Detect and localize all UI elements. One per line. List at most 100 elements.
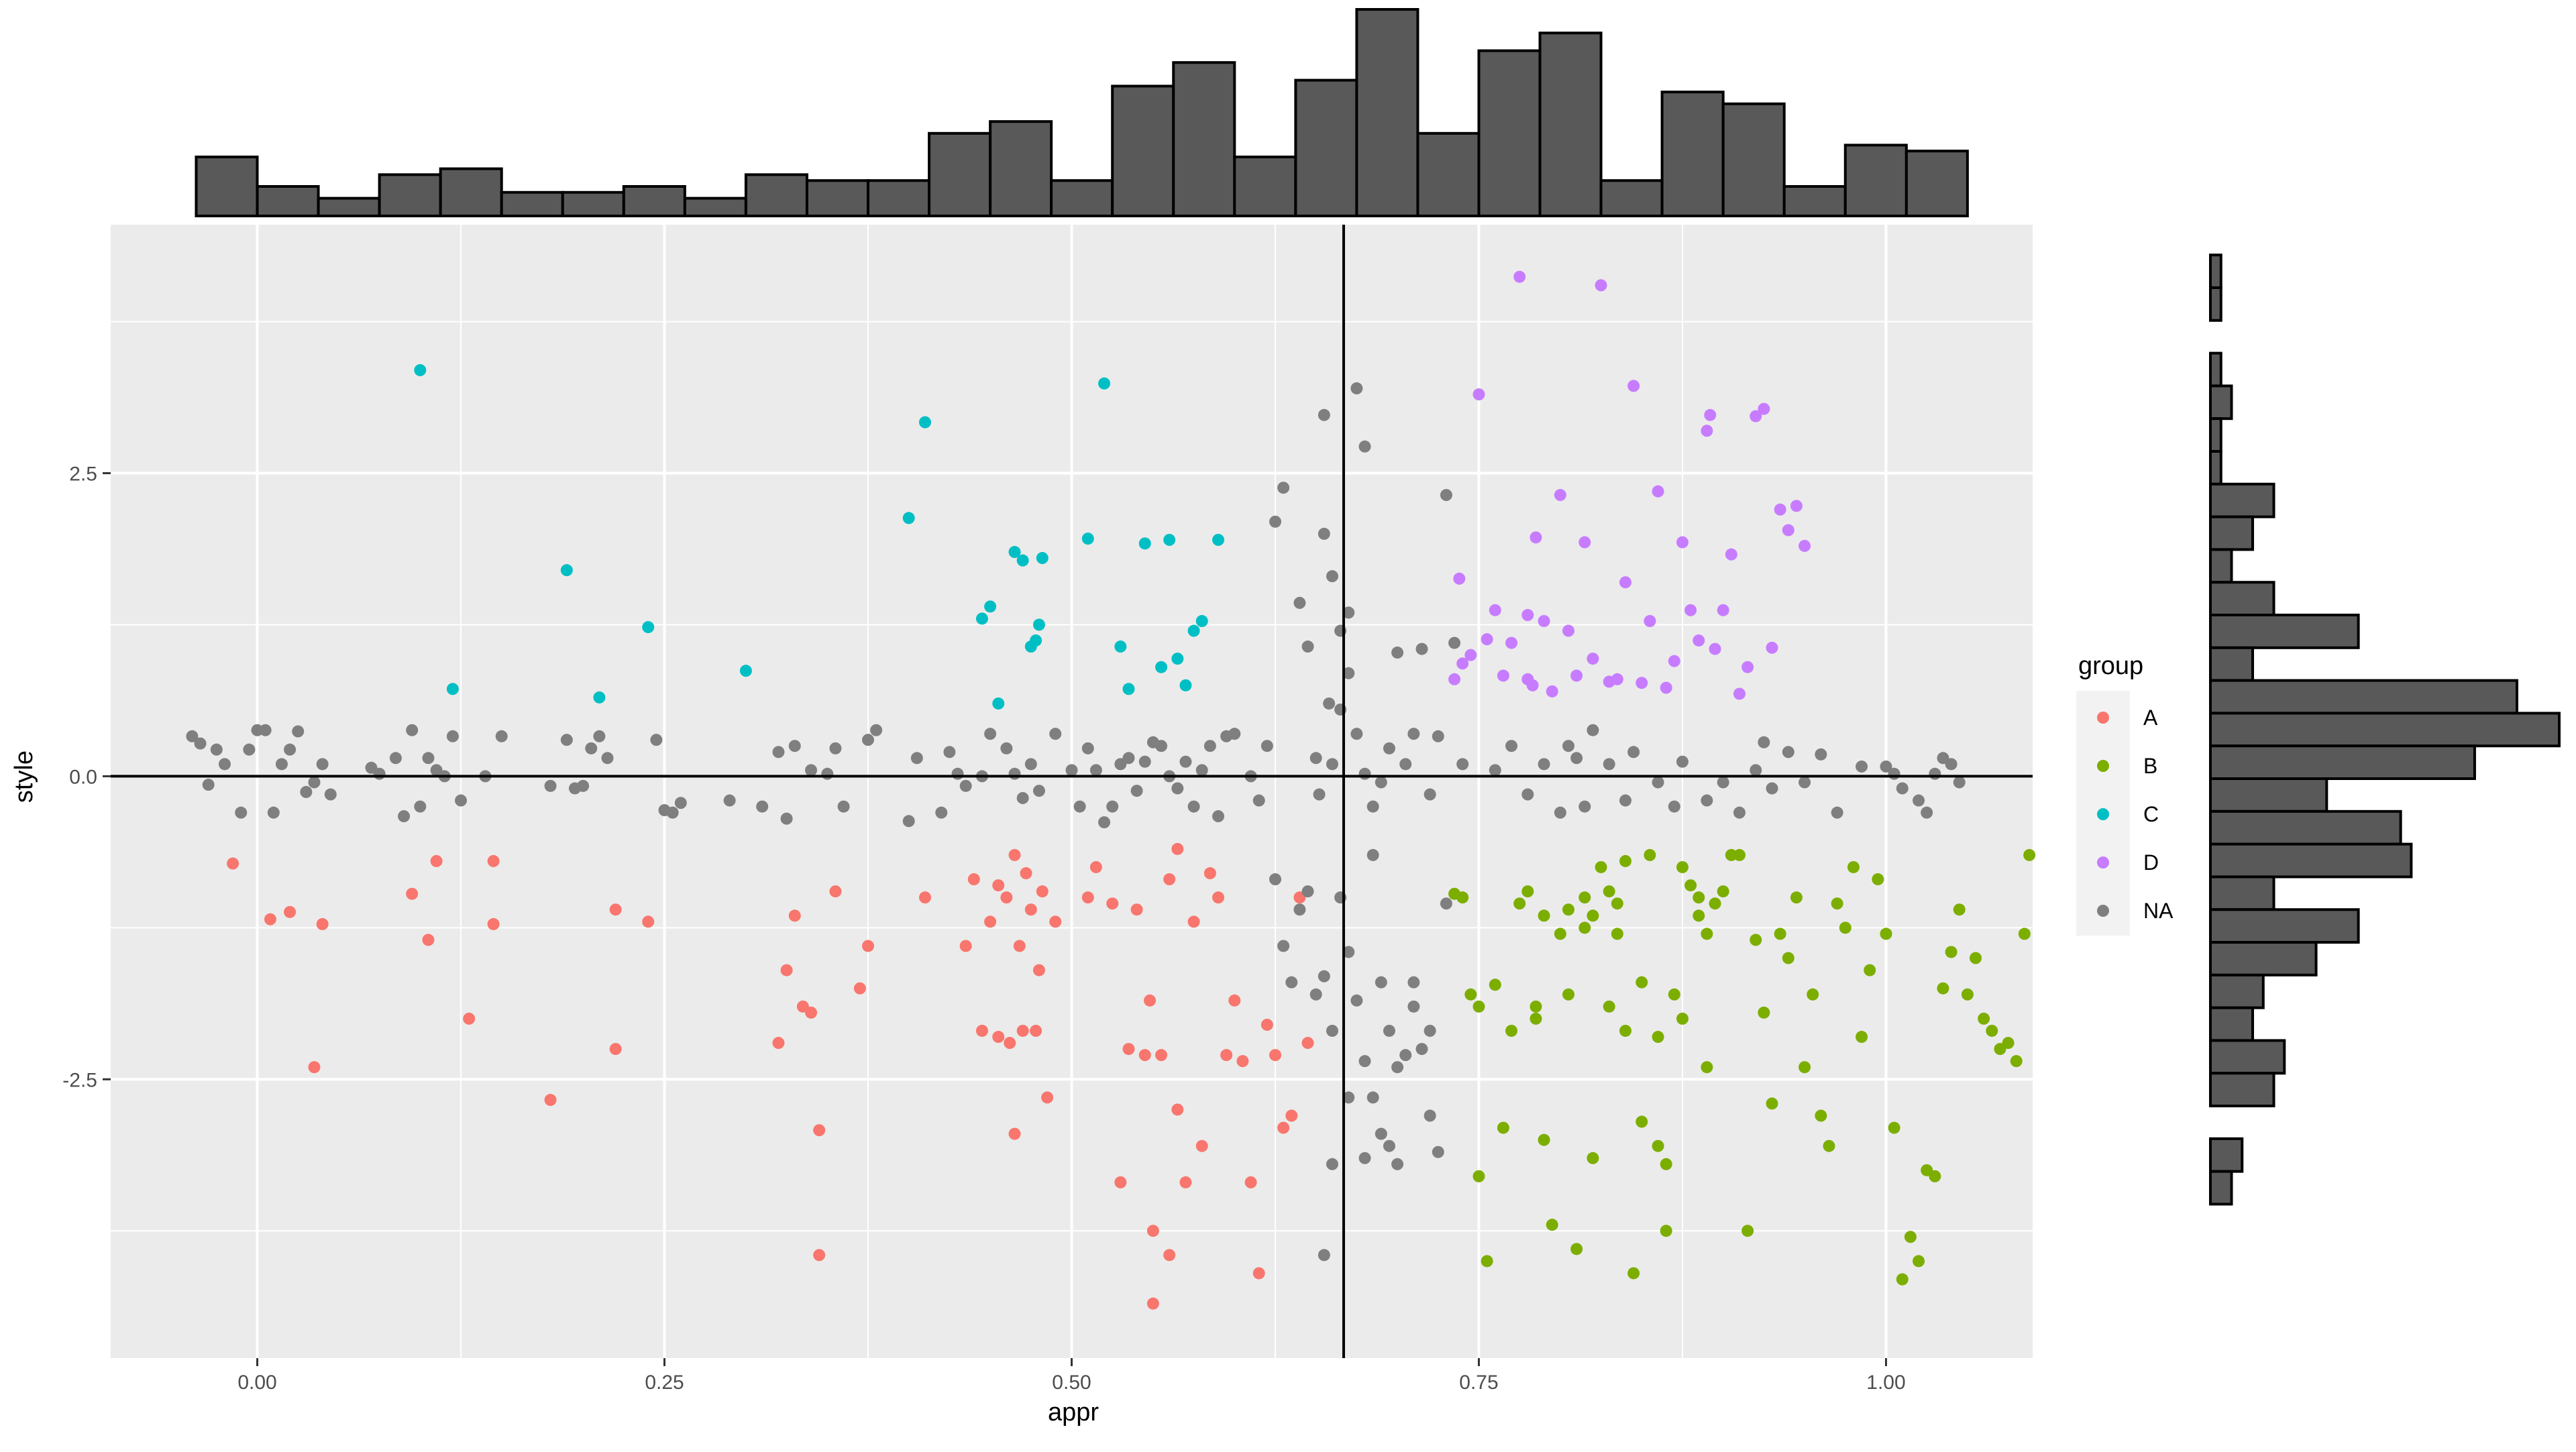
data-point-c <box>1036 552 1049 565</box>
data-point-c <box>446 683 459 695</box>
data-point-na <box>1024 758 1037 771</box>
data-point-d <box>1578 536 1591 549</box>
data-point-d <box>1701 425 1713 437</box>
data-point-na <box>1733 806 1746 819</box>
y-histogram-bar <box>2209 1039 2286 1075</box>
data-point-na <box>910 752 923 765</box>
data-point-a <box>1269 1049 1281 1062</box>
data-point-na <box>1342 1091 1355 1104</box>
data-point-na <box>1652 776 1664 789</box>
data-point-d <box>1741 661 1754 673</box>
data-point-na <box>829 742 842 755</box>
y-histogram-bar <box>2209 351 2222 388</box>
data-point-b <box>1888 1121 1900 1134</box>
data-point-b <box>1538 1133 1550 1146</box>
data-point-na <box>1350 382 1363 395</box>
data-point-b <box>1766 1097 1778 1110</box>
data-point-b <box>1619 854 1632 867</box>
data-point-b <box>1701 928 1713 940</box>
data-point-b <box>1562 988 1575 1001</box>
data-point-c <box>1030 634 1042 647</box>
data-point-a <box>609 903 622 916</box>
y-tick-label: 2.5 <box>69 463 97 486</box>
data-point-na <box>1456 758 1469 771</box>
data-point-na <box>1269 873 1281 886</box>
x-histogram-bar <box>195 156 259 217</box>
data-point-b <box>1513 897 1526 910</box>
data-point-b <box>1554 928 1566 940</box>
data-point-b <box>1627 1267 1640 1280</box>
x-histogram-bar <box>561 190 625 217</box>
data-point-b <box>1953 903 1966 916</box>
data-point-a <box>862 940 875 952</box>
data-point-b <box>1709 897 1721 910</box>
data-point-b <box>1693 909 1705 922</box>
data-point-b <box>1587 1152 1599 1164</box>
data-point-na <box>1269 515 1281 528</box>
data-point-a <box>1171 1103 1184 1116</box>
data-point-b <box>1660 1158 1672 1170</box>
data-point-na <box>1366 800 1379 813</box>
data-point-na <box>1953 776 1966 789</box>
data-point-a <box>1130 903 1143 916</box>
data-point-na <box>1913 794 1925 807</box>
data-point-na <box>1489 764 1501 777</box>
data-point-na <box>1399 1049 1412 1062</box>
data-point-a <box>1203 867 1216 880</box>
data-point-a <box>1195 1139 1208 1152</box>
data-point-b <box>1505 1024 1518 1037</box>
data-point-na <box>870 724 883 736</box>
data-point-d <box>1497 669 1509 682</box>
data-point-b <box>1693 891 1705 904</box>
data-point-b <box>2018 928 2031 940</box>
data-point-b <box>1717 885 1729 898</box>
data-point-d <box>1448 673 1461 685</box>
data-point-a <box>1013 940 1026 952</box>
data-point-c <box>1212 533 1225 546</box>
data-point-na <box>1676 755 1688 768</box>
data-point-na <box>324 788 337 801</box>
data-point-na <box>1342 667 1355 679</box>
data-point-na <box>585 742 598 755</box>
data-point-na <box>1155 740 1168 752</box>
data-point-a <box>463 1012 476 1025</box>
data-point-b <box>1856 1031 1868 1044</box>
data-point-b <box>1676 1012 1688 1025</box>
data-point-d <box>1627 380 1640 392</box>
data-point-c <box>414 364 427 376</box>
data-point-na <box>1301 640 1314 653</box>
data-point-na <box>1831 806 1843 819</box>
data-point-c <box>1171 653 1184 665</box>
data-point-na <box>1799 776 1811 789</box>
data-point-b <box>1472 1000 1485 1013</box>
data-point-b <box>1570 1243 1583 1255</box>
x-histogram-bar <box>1538 32 1603 217</box>
data-point-a <box>284 905 297 918</box>
data-point-a <box>780 964 793 976</box>
data-point-na <box>1187 800 1200 813</box>
data-point-na <box>544 779 557 792</box>
data-point-d <box>1513 270 1526 283</box>
data-point-na <box>1130 785 1143 797</box>
data-point-a <box>1122 1043 1135 1056</box>
data-point-d <box>1595 279 1607 292</box>
data-point-na <box>275 758 288 771</box>
data-point-b <box>1603 885 1615 898</box>
data-point-na <box>1856 760 1868 773</box>
data-point-d <box>1546 685 1558 697</box>
data-point-na <box>1293 903 1306 916</box>
data-point-na <box>414 800 427 813</box>
data-point-na <box>308 776 321 789</box>
data-point-b <box>1799 1061 1811 1074</box>
data-point-d <box>1538 615 1550 628</box>
data-point-a <box>1138 1049 1151 1062</box>
data-point-a <box>227 857 239 870</box>
data-point-a <box>772 1037 785 1050</box>
x-histogram-bar <box>1782 185 1847 217</box>
y-histogram-bar <box>2209 679 2518 715</box>
data-point-a <box>1024 903 1037 916</box>
data-point-na <box>650 734 663 746</box>
